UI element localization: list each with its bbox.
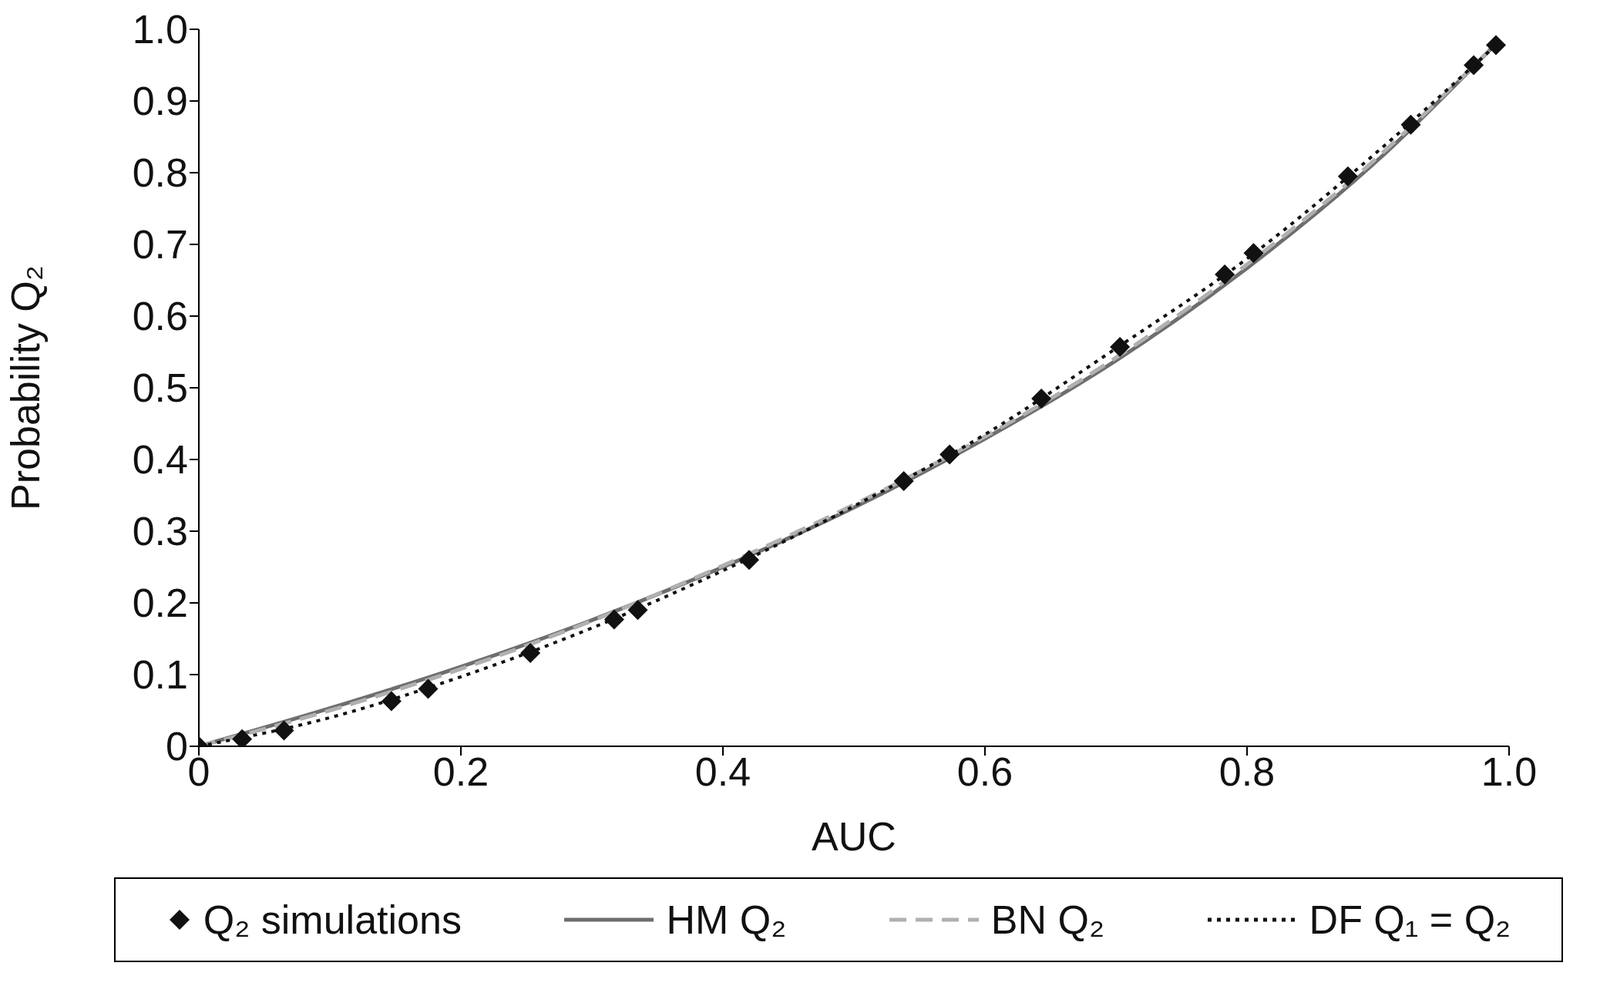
svg-text:0.4: 0.4 — [132, 436, 189, 482]
svg-text:0.9: 0.9 — [132, 78, 189, 124]
svg-text:0.5: 0.5 — [132, 365, 189, 411]
svg-text:Probability Q₂: Probability Q₂ — [6, 265, 48, 511]
svg-text:0.1: 0.1 — [132, 652, 189, 697]
svg-text:0.2: 0.2 — [132, 580, 189, 626]
svg-text:0.2: 0.2 — [433, 749, 489, 794]
svg-text:1.0: 1.0 — [1481, 749, 1537, 794]
svg-text:1.0: 1.0 — [132, 6, 189, 52]
html-text:Q₂ simulations: Q₂ simulations — [203, 897, 462, 942]
html-text:BN Q₂: BN Q₂ — [990, 897, 1105, 942]
svg-text:0.4: 0.4 — [695, 749, 751, 794]
svg-text:0.3: 0.3 — [132, 508, 189, 554]
svg-text:0.7: 0.7 — [132, 221, 189, 267]
svg-text:0.8: 0.8 — [1219, 749, 1275, 794]
html-text:DF Q₁ = Q₂: DF Q₁ = Q₂ — [1309, 897, 1511, 942]
svg-text:0: 0 — [165, 723, 189, 769]
html-text:HM Q₂: HM Q₂ — [666, 897, 787, 942]
svg-text:0.6: 0.6 — [957, 749, 1013, 794]
svg-text:0.8: 0.8 — [132, 150, 189, 195]
svg-text:AUC: AUC — [811, 813, 897, 859]
svg-text:0.6: 0.6 — [132, 293, 189, 339]
svg-text:0: 0 — [188, 749, 211, 794]
